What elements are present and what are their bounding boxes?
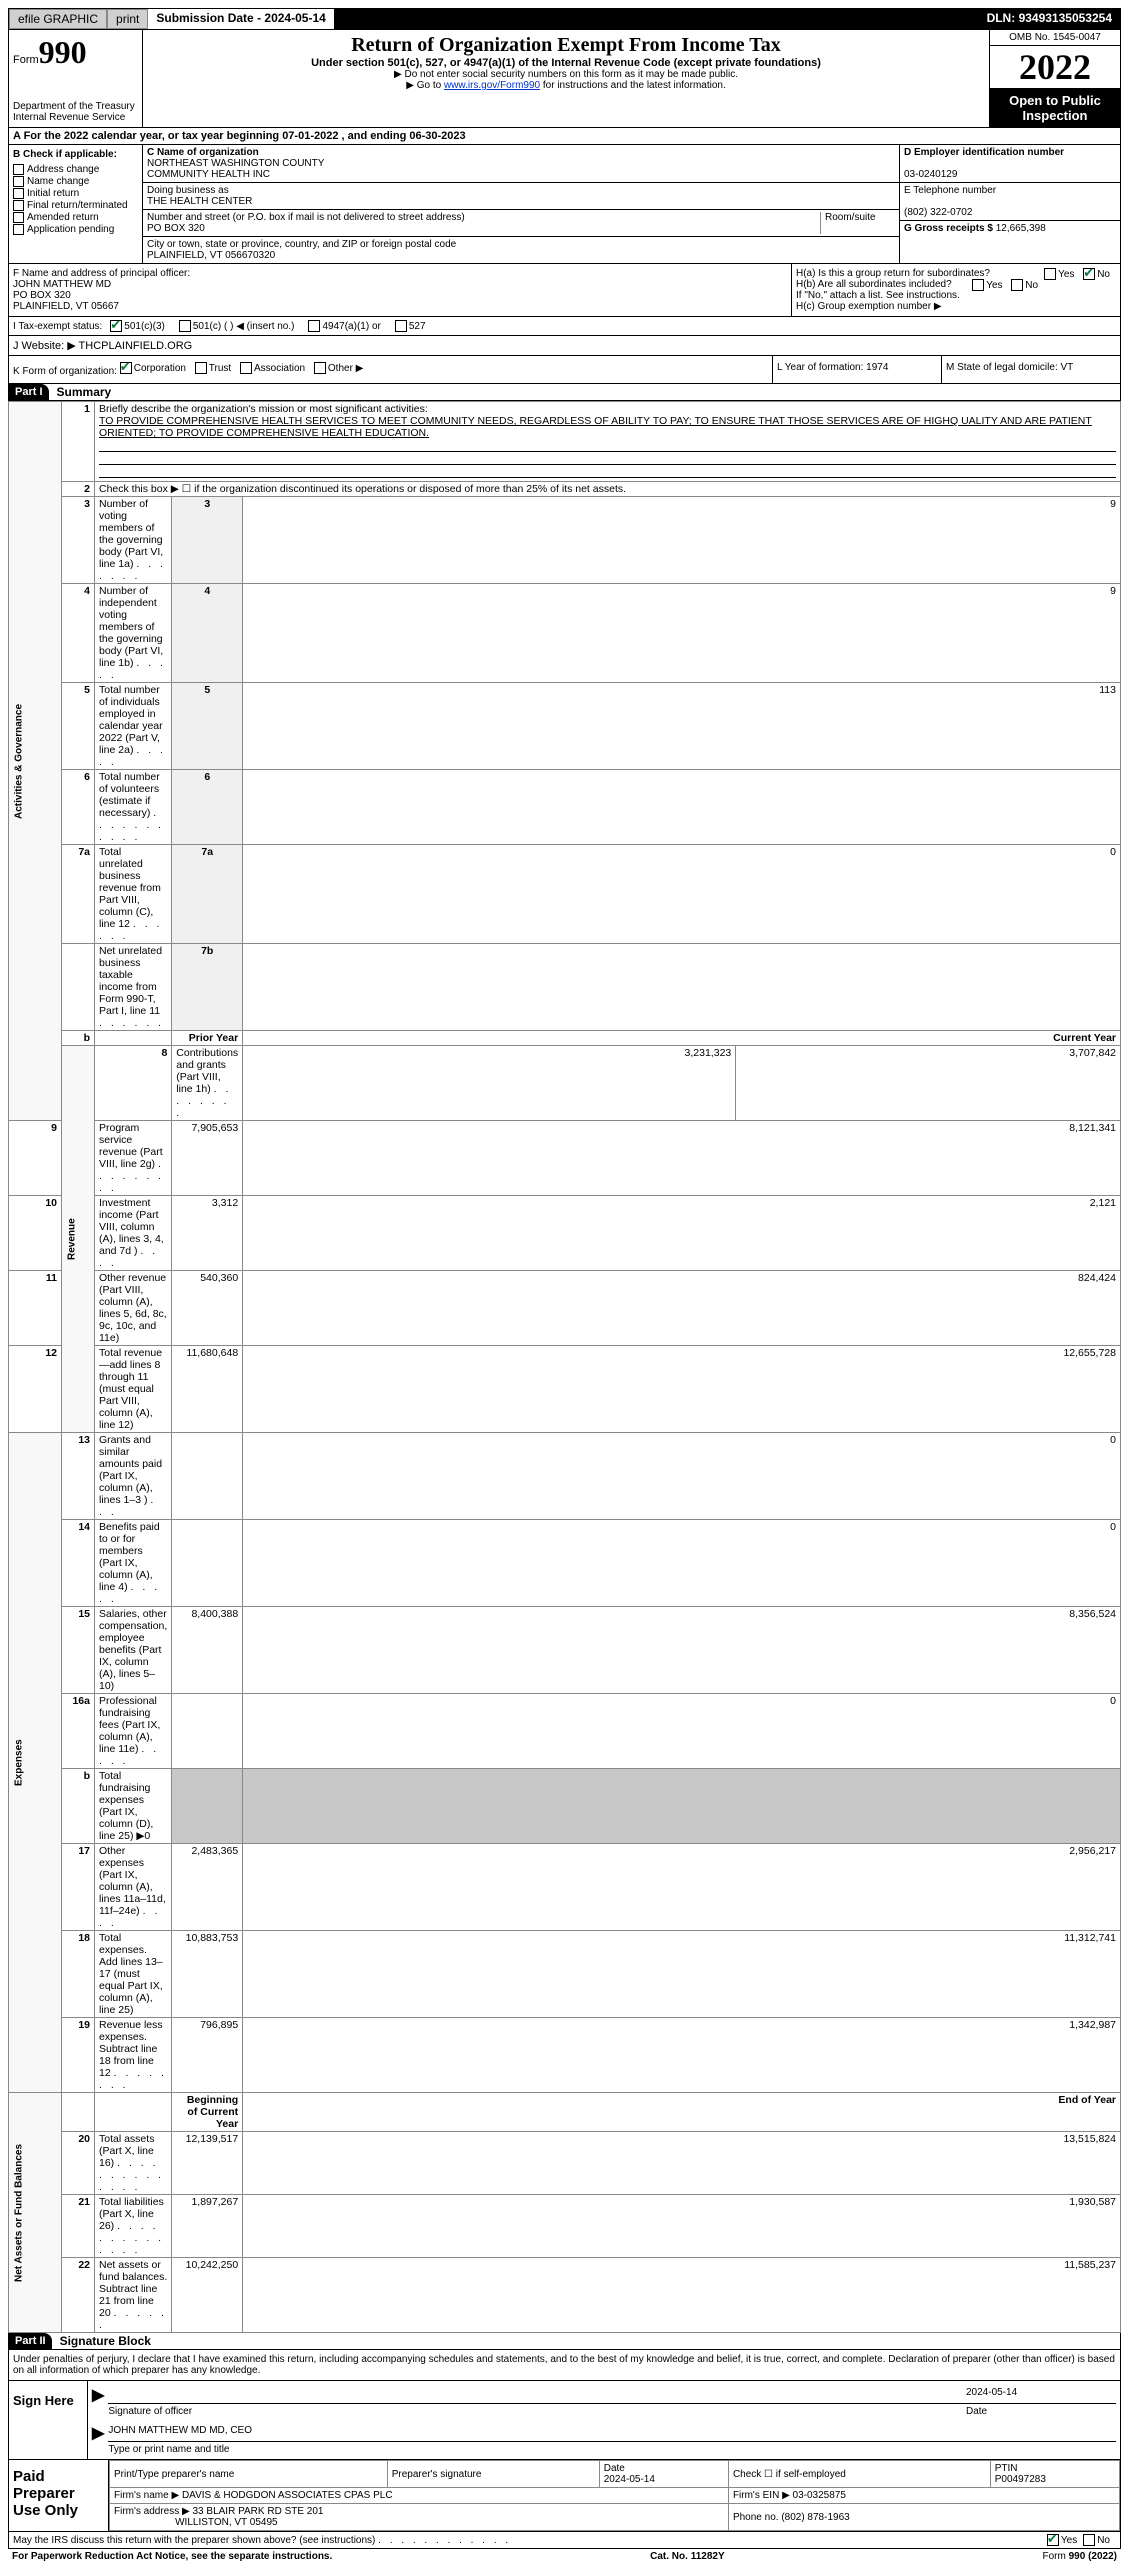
paid-preparer-block: Paid Preparer Use Only Print/Type prepar… xyxy=(8,2460,1121,2532)
row-j-website: J Website: ▶ THCPLAINFIELD.ORG xyxy=(8,336,1121,356)
officer-addr2: PLAINFIELD, VT 05667 xyxy=(13,301,119,312)
note-link: ▶ Go to www.irs.gov/Form990 for instruct… xyxy=(147,80,985,91)
city-label: City or town, state or province, country… xyxy=(147,239,456,250)
omb-number: OMB No. 1545-0047 xyxy=(990,30,1120,46)
submission-date: Submission Date - 2024-05-14 xyxy=(148,9,333,29)
form-header: Form990 Department of the Treasury Inter… xyxy=(8,30,1121,128)
checkbox-checked-icon xyxy=(120,362,132,374)
checkbox-checked-icon xyxy=(1083,268,1095,280)
efile-button[interactable]: efile GRAPHIC xyxy=(9,9,107,29)
row-f-officer: F Name and address of principal officer:… xyxy=(8,264,1121,317)
form-title: Return of Organization Exempt From Incom… xyxy=(147,34,985,57)
street-address: PO BOX 320 xyxy=(147,223,205,234)
row-i-tax-status: I Tax-exempt status: 501(c)(3) 501(c) ( … xyxy=(8,317,1121,336)
arrow-icon: ▶ xyxy=(92,2423,104,2455)
room-label: Room/suite xyxy=(821,212,895,234)
arrow-icon: ▶ xyxy=(92,2385,104,2417)
checkbox-icon[interactable] xyxy=(13,176,24,187)
addr-label: Number and street (or P.O. box if mail i… xyxy=(147,212,465,223)
section-expenses: Expenses xyxy=(9,1433,62,2093)
tel-value: (802) 322-0702 xyxy=(904,207,972,218)
gross-label: G Gross receipts $ xyxy=(904,223,996,234)
gross-value: 12,665,398 xyxy=(996,223,1046,234)
dba-name: THE HEALTH CENTER xyxy=(147,196,252,207)
section-net-assets: Net Assets or Fund Balances xyxy=(9,2093,62,2333)
ein-value: 03-0240129 xyxy=(904,169,957,180)
form-number: 990 xyxy=(39,34,87,70)
part2-title: Signature Block xyxy=(52,2334,151,2348)
tax-year: 2022 xyxy=(990,46,1120,89)
city-state-zip: PLAINFIELD, VT 056670320 xyxy=(147,250,275,261)
tel-label: E Telephone number xyxy=(904,185,996,196)
col-b-checkboxes: B Check if applicable: Address change Na… xyxy=(9,145,143,263)
checkbox-icon[interactable] xyxy=(13,200,24,211)
form-subtitle: Under section 501(c), 527, or 4947(a)(1)… xyxy=(147,57,985,69)
checkbox-icon[interactable] xyxy=(13,224,24,235)
entity-block: B Check if applicable: Address change Na… xyxy=(8,145,1121,264)
website-value: THCPLAINFIELD.ORG xyxy=(79,340,193,352)
dln: DLN: 93493135053254 xyxy=(979,9,1120,29)
row-k-org-form: K Form of organization: Corporation Trus… xyxy=(8,356,1121,384)
summary-table: Activities & Governance 1 Briefly descri… xyxy=(8,401,1121,2333)
form-label: Form xyxy=(13,54,39,66)
discuss-row: May the IRS discuss this return with the… xyxy=(8,2532,1121,2549)
top-bar: efile GRAPHIC print Submission Date - 20… xyxy=(8,8,1121,30)
row-a-tax-year: A For the 2022 calendar year, or tax yea… xyxy=(8,128,1121,145)
section-revenue: Revenue xyxy=(62,1046,95,1433)
note-ssn: ▶ Do not enter social security numbers o… xyxy=(147,69,985,80)
part2-header: Part II xyxy=(9,2333,52,2349)
org-name-label: C Name of organization xyxy=(147,147,259,158)
irs-link[interactable]: www.irs.gov/Form990 xyxy=(444,80,540,91)
open-inspection: Open to Public Inspection xyxy=(990,89,1120,127)
print-button[interactable]: print xyxy=(107,9,148,29)
dept-label: Department of the Treasury Internal Reve… xyxy=(13,101,138,123)
part1-header: Part I xyxy=(9,384,49,400)
officer-addr1: PO BOX 320 xyxy=(13,290,71,301)
declaration-text: Under penalties of perjury, I declare th… xyxy=(8,2350,1121,2381)
mission-text: TO PROVIDE COMPREHENSIVE HEALTH SERVICES… xyxy=(99,415,1092,439)
officer-name: JOHN MATTHEW MD xyxy=(13,279,111,290)
section-governance: Activities & Governance xyxy=(9,402,62,1121)
checkbox-checked-icon xyxy=(1047,2534,1059,2546)
checkbox-icon[interactable] xyxy=(13,212,24,223)
sign-block: Sign Here ▶ 2024-05-14 Signature of offi… xyxy=(8,2381,1121,2460)
checkbox-icon[interactable] xyxy=(13,164,24,175)
dba-label: Doing business as xyxy=(147,185,229,196)
ein-label: D Employer identification number xyxy=(904,147,1064,158)
part1-title: Summary xyxy=(49,385,112,399)
checkbox-checked-icon xyxy=(110,320,122,332)
org-name: NORTHEAST WASHINGTON COUNTY COMMUNITY HE… xyxy=(147,158,324,180)
page-footer: For Paperwork Reduction Act Notice, see … xyxy=(8,2549,1121,2564)
checkbox-icon[interactable] xyxy=(13,188,24,199)
